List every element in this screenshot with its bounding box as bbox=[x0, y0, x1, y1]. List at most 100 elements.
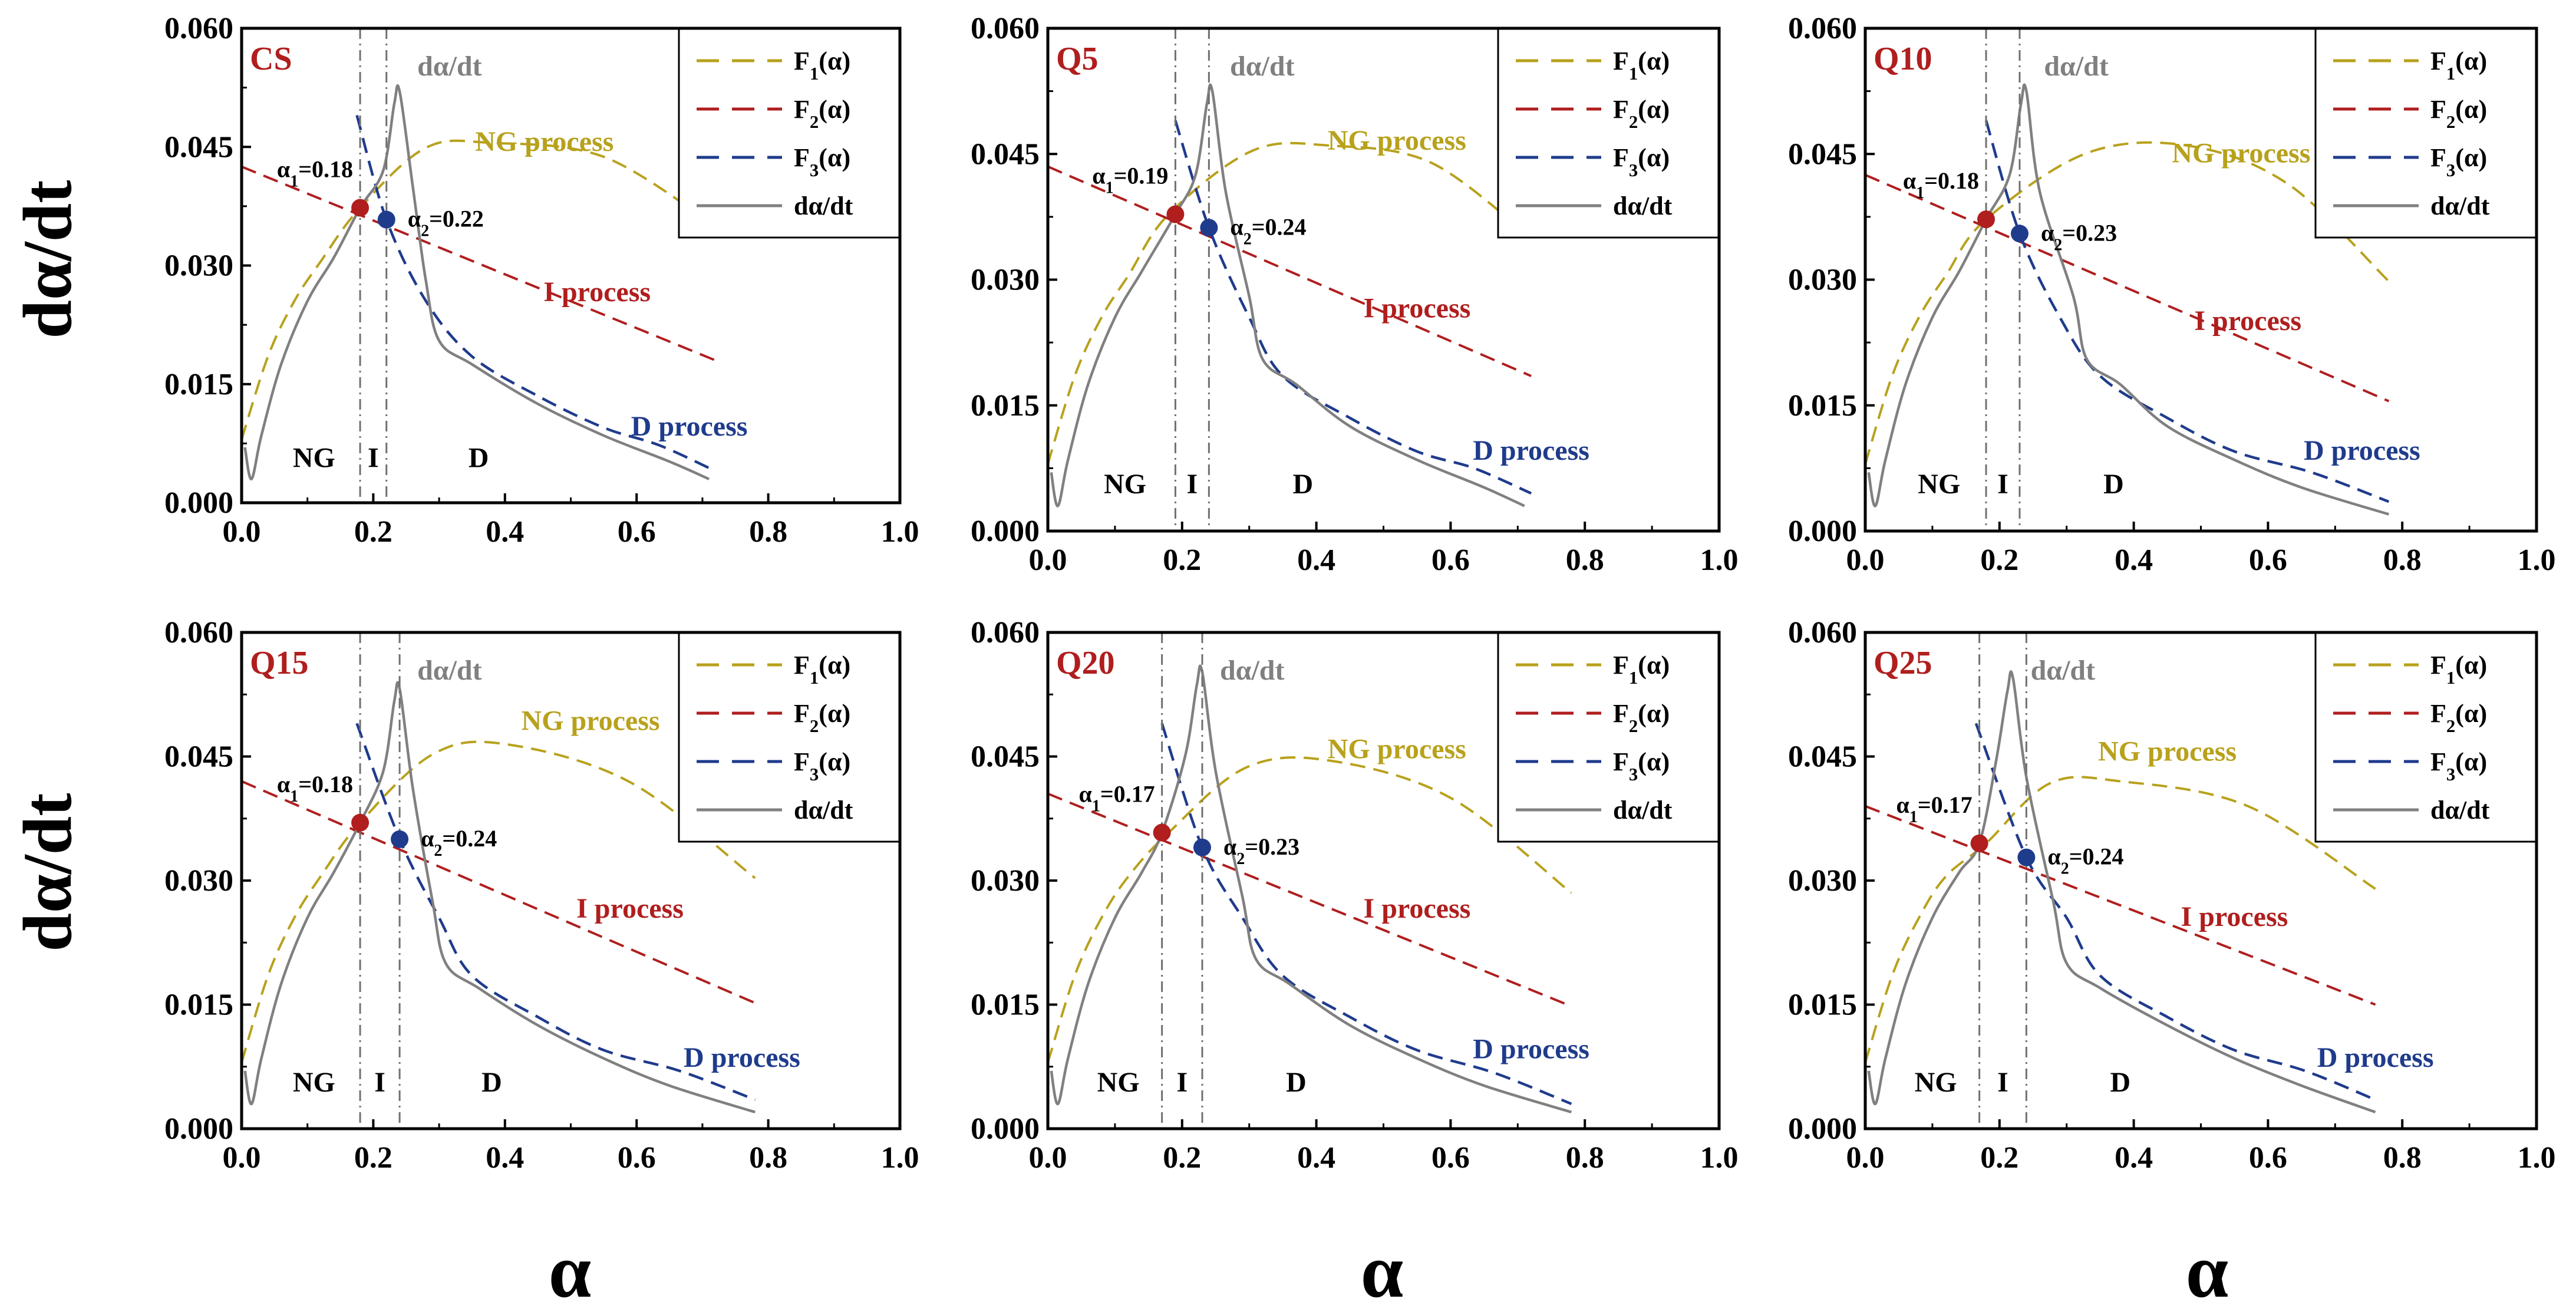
f1-ng-curve bbox=[1864, 141, 2390, 464]
alpha1-point bbox=[1977, 210, 1996, 229]
f1-ng-curve bbox=[1047, 756, 1572, 1063]
x-tick-label: 0.2 bbox=[1163, 1141, 1201, 1175]
legend-entry: dα/dt bbox=[2430, 192, 2490, 220]
ng-process-label: NG process bbox=[2098, 736, 2237, 767]
y-tick-label: 0.015 bbox=[1788, 988, 1857, 1022]
x-tick-label: 0.0 bbox=[1846, 1141, 1885, 1175]
x-tick-label: 0.8 bbox=[2383, 1141, 2422, 1175]
i-process-label: I process bbox=[576, 893, 684, 924]
measured-curve-label: dα/dt bbox=[417, 655, 482, 686]
y-tick-label: 0.030 bbox=[164, 864, 233, 898]
x-tick-label: 0.0 bbox=[223, 515, 261, 549]
f3-d-curve bbox=[1174, 120, 1532, 495]
x-tick-label: 0.2 bbox=[1980, 1141, 2018, 1175]
i-process-label: I process bbox=[543, 276, 651, 308]
alpha2-label: α2=0.22 bbox=[408, 206, 484, 240]
y-tick-label: 0.030 bbox=[1788, 263, 1857, 297]
x-tick-label: 0.0 bbox=[223, 1141, 261, 1175]
alpha2-point bbox=[1200, 219, 1218, 237]
y-tick-label: 0.060 bbox=[1788, 12, 1857, 45]
d-process-label: D process bbox=[684, 1042, 800, 1073]
legend: F1(α) F2(α) F3(α) dα/dt bbox=[2314, 631, 2538, 843]
legend-entry: F3(α) bbox=[2430, 747, 2487, 784]
legend-entry: F3(α) bbox=[1613, 143, 1670, 180]
x-tick-label: 0.8 bbox=[749, 515, 787, 549]
alpha2-point bbox=[391, 830, 409, 848]
alpha1-label: α1=0.17 bbox=[1896, 792, 1973, 826]
x-tick-label: 0.4 bbox=[2115, 1141, 2153, 1175]
alpha2-label: α2=0.23 bbox=[2041, 219, 2117, 254]
x-tick-label: 0.2 bbox=[354, 1141, 392, 1175]
y-tick-label: 0.000 bbox=[1788, 515, 1857, 548]
x-tick-label: 0.2 bbox=[1163, 543, 1201, 577]
measured-rate-curve bbox=[1050, 664, 1572, 1114]
ng-process-label: NG process bbox=[475, 126, 614, 157]
legend-entry: F1(α) bbox=[794, 47, 850, 84]
i-process-label: I process bbox=[1364, 893, 1471, 924]
x-axis-label-3: α bbox=[2186, 1229, 2229, 1312]
alpha1-label: α1=0.18 bbox=[1903, 167, 1979, 202]
legend-entry: dα/dt bbox=[794, 796, 853, 825]
legend-box bbox=[2314, 631, 2538, 843]
alpha2-label: α2=0.23 bbox=[1223, 833, 1299, 868]
panel-title: Q20 bbox=[1056, 645, 1115, 681]
y-axis-label-top: dα/dt bbox=[9, 180, 86, 338]
legend-entry: dα/dt bbox=[1613, 192, 1673, 220]
alpha1-label: α1=0.18 bbox=[277, 156, 353, 191]
y-tick-label: 0.000 bbox=[971, 1112, 1040, 1146]
x-tick-label: 1.0 bbox=[881, 515, 919, 549]
y-tick-label: 0.045 bbox=[971, 137, 1040, 171]
legend-box bbox=[678, 27, 901, 239]
legend-entry: F1(α) bbox=[2430, 651, 2487, 688]
y-tick-label: 0.060 bbox=[164, 12, 233, 45]
alpha1-point bbox=[1153, 823, 1171, 842]
alpha2-label: α2=0.24 bbox=[2047, 843, 2123, 878]
y-tick-label: 0.015 bbox=[164, 368, 233, 401]
panel-title: Q5 bbox=[1056, 41, 1099, 77]
x-tick-label: 0.4 bbox=[1297, 1141, 1335, 1175]
panel-title: Q15 bbox=[250, 645, 309, 681]
zone-i-label: I bbox=[374, 1067, 385, 1098]
y-tick-label: 0.045 bbox=[1788, 137, 1857, 171]
legend-entry: F2(α) bbox=[1613, 95, 1670, 132]
ng-process-label: NG process bbox=[1328, 125, 1466, 156]
i-process-label: I process bbox=[2194, 305, 2301, 337]
x-tick-label: 0.8 bbox=[1566, 1141, 1604, 1175]
y-tick-label: 0.000 bbox=[164, 486, 233, 520]
f2-i-line bbox=[1865, 805, 2376, 1006]
f2-i-line bbox=[1047, 165, 1532, 377]
legend-entry: F3(α) bbox=[794, 747, 850, 784]
legend-entry: F2(α) bbox=[794, 699, 850, 736]
legend-entry: F2(α) bbox=[2430, 95, 2487, 132]
x-tick-label: 0.6 bbox=[1432, 543, 1470, 577]
y-tick-label: 0.045 bbox=[164, 130, 233, 164]
x-tick-label: 0.2 bbox=[1980, 543, 2018, 577]
f1-ng-curve bbox=[1047, 141, 1532, 464]
d-process-label: D process bbox=[2304, 435, 2420, 466]
zone-i-label: I bbox=[1997, 469, 2008, 500]
legend: F1(α) F2(α) F3(α) dα/dt bbox=[1497, 27, 1720, 239]
measured-curve-label: dα/dt bbox=[1220, 655, 1285, 686]
y-tick-label: 0.030 bbox=[971, 263, 1040, 297]
ng-process-label: NG process bbox=[521, 706, 659, 737]
x-tick-label: 0.8 bbox=[749, 1141, 787, 1175]
legend-entry: F2(α) bbox=[1613, 699, 1670, 736]
legend: F1(α) F2(α) F3(α) dα/dt bbox=[1497, 631, 1720, 843]
alpha2-point bbox=[377, 210, 395, 229]
measured-curve-label: dα/dt bbox=[2044, 51, 2109, 82]
chart-panel-q10: α1=0.18 α2=0.23 NG process I process D proce… bbox=[1788, 12, 2556, 577]
zone-ng-label: NG bbox=[1915, 1067, 1957, 1098]
legend-entry: F2(α) bbox=[794, 95, 850, 132]
x-tick-label: 0.0 bbox=[1029, 1141, 1067, 1175]
alpha1-point bbox=[1970, 834, 1988, 852]
legend-entry: F3(α) bbox=[794, 143, 850, 180]
panel-title: CS bbox=[250, 41, 292, 77]
x-tick-label: 1.0 bbox=[1700, 1141, 1739, 1175]
alpha1-label: α1=0.17 bbox=[1079, 781, 1155, 816]
x-tick-label: 0.0 bbox=[1846, 543, 1885, 577]
ng-process-label: NG process bbox=[2172, 137, 2310, 169]
alpha2-point bbox=[1193, 838, 1211, 856]
zone-d-label: D bbox=[469, 443, 489, 474]
legend-box bbox=[1497, 27, 1720, 239]
